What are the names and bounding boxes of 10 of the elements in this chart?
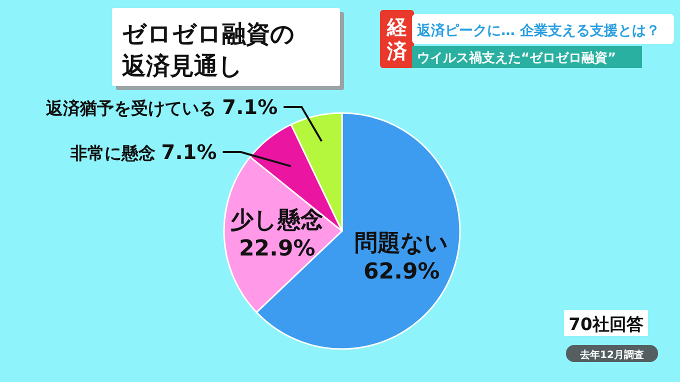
text: 去年12月調査 [579,349,644,361]
text: 70社回答 [568,315,644,335]
data-label: 7.1% [222,95,278,119]
text: 返済ピークに… 企業支える支援とは？ [416,22,660,39]
data-label: 7.1% [161,140,217,164]
slice-label: 返済猶予を受けている [45,99,222,119]
chart-title: ゼロゼロ融資の返済見通し [121,20,295,80]
text: ウイルス禍支えた“ゼロゼロ融資” [417,50,616,66]
slice-label: 非常に懸念 [69,144,162,164]
text: 経済 [386,15,408,63]
